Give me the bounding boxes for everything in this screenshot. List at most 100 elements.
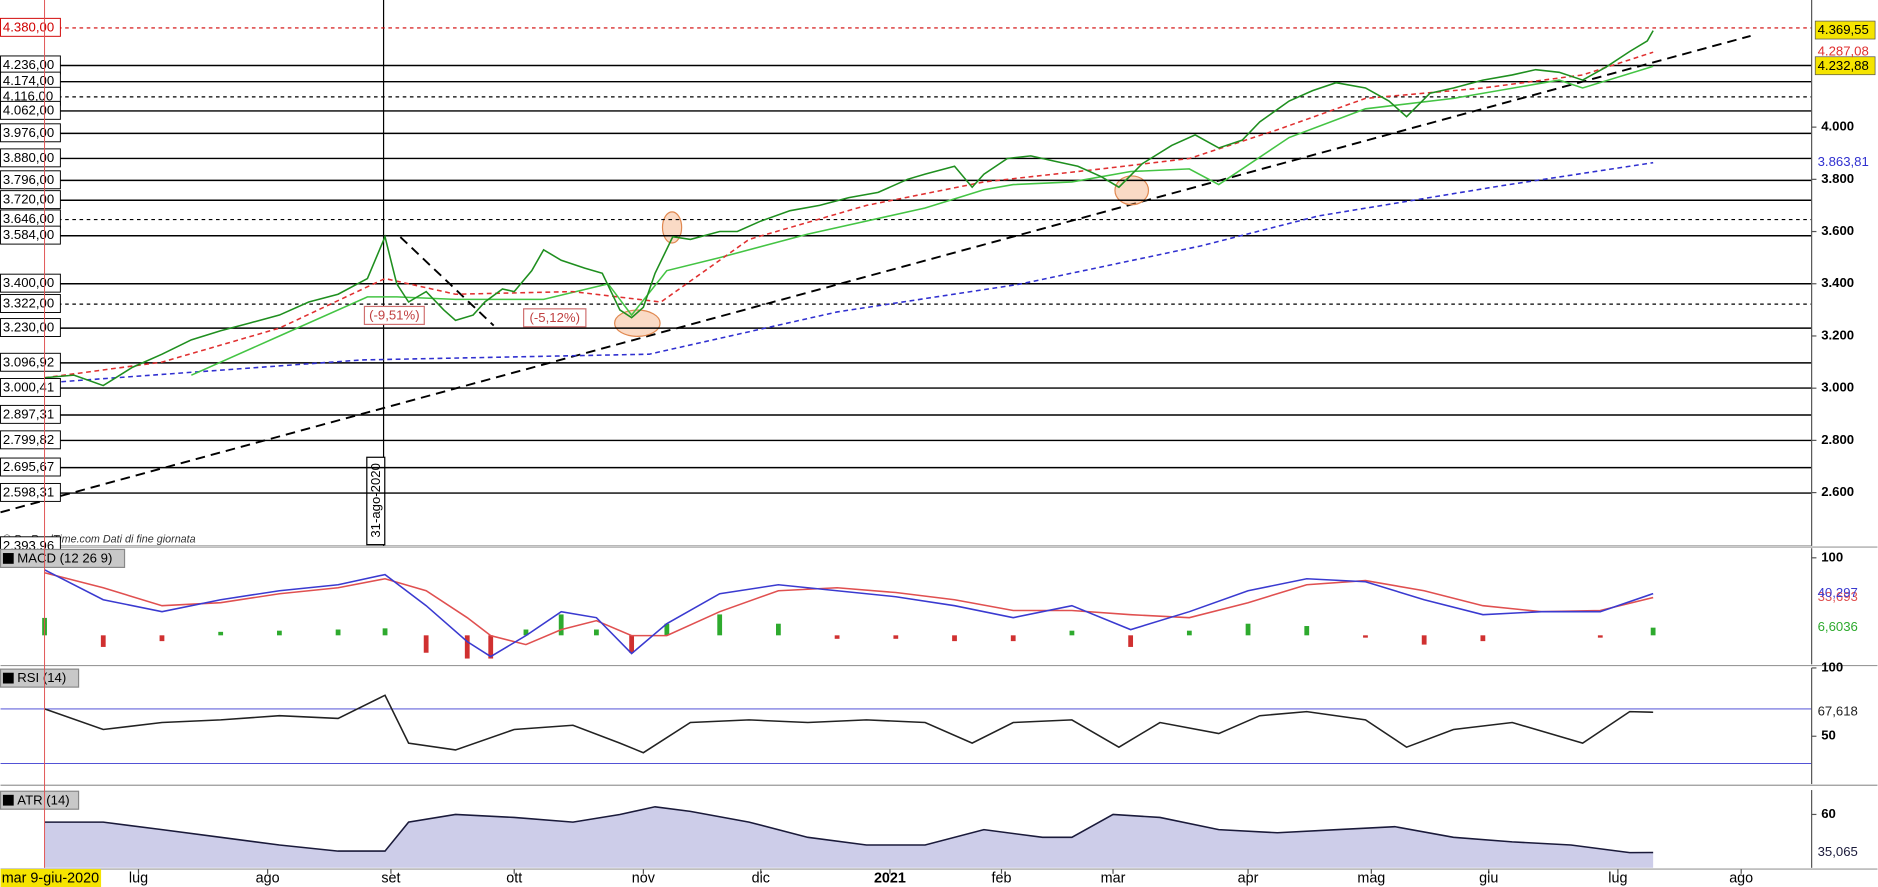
level-label: 3.976,00 [3, 125, 54, 140]
level-label-box [0, 430, 61, 450]
plot [0, 694, 1812, 765]
panel-title: ATR (14) [17, 792, 69, 807]
level-label: 2.799,82 [3, 432, 54, 447]
histogram-bar [1245, 623, 1251, 636]
histogram-bar [423, 635, 429, 653]
level-label-box [0, 17, 61, 37]
histogram-bar [594, 629, 599, 636]
trend-line [399, 236, 495, 327]
panel-title-box [0, 668, 80, 688]
annotation-box [363, 305, 425, 325]
last-value-label: 4.369,55 [1818, 22, 1869, 37]
x-tick-label: lug [1608, 870, 1627, 886]
series-line [44, 30, 1654, 387]
level-label-box [0, 352, 61, 372]
last-value-box [1814, 20, 1876, 40]
panel: 100 50 RSI (14) 67,618 [0, 659, 1878, 786]
level-label-box [0, 378, 61, 397]
last-value-box [1814, 56, 1876, 76]
histogram-bar [523, 629, 529, 636]
histogram-bar [1480, 635, 1486, 642]
histogram-bar [1650, 627, 1656, 636]
annotation: 31-ago-2020 [368, 463, 383, 538]
panel-title-box [0, 548, 126, 568]
level-label: 2.598,31 [3, 485, 54, 500]
histogram-bar [335, 629, 341, 636]
annotation: (-5,12%) [530, 310, 580, 325]
level-label: 3.322,00 [3, 296, 54, 311]
series-line [44, 161, 1654, 384]
panel-title-box [0, 790, 80, 810]
histogram-bar [1186, 630, 1192, 636]
x-tick-label: 2021 [874, 870, 906, 886]
histogram-bar [893, 635, 899, 639]
histogram-bar [1421, 635, 1427, 645]
level-label-box [0, 100, 61, 120]
histogram-bar [276, 630, 282, 636]
x-tick-label: ott [506, 870, 522, 886]
level-label: 2.897,31 [3, 406, 54, 421]
level-label-box [0, 294, 61, 313]
y-tick-label: 3.400 [1821, 275, 1854, 290]
level-label: 3.720,00 [3, 192, 54, 207]
highlight [614, 309, 661, 337]
y-tick-label: 60 [1821, 806, 1836, 821]
x-tick-label: ago [256, 870, 280, 886]
last-value-label: 67,618 [1818, 704, 1858, 719]
level-label-box [0, 190, 61, 210]
level-label: 4.062,00 [3, 102, 54, 117]
last-value-label: 35,065 [1818, 844, 1858, 859]
panel-title-icon [2, 672, 14, 684]
histogram-bar [834, 635, 840, 639]
y-tick-label: 2.800 [1821, 432, 1854, 447]
x-tick-label: giu [1479, 870, 1498, 886]
x-tick-label: ago [1729, 870, 1753, 886]
level-label: 2.695,67 [3, 459, 54, 474]
panel: 60 ATR (14) 35,065 lug ago set ott nov dic 2021 fe… [0, 790, 1878, 886]
last-value-label: 3.863,81 [1818, 154, 1869, 169]
histogram-bar [488, 635, 494, 659]
level-label-box [0, 225, 61, 245]
y-tick-label: 50 [1821, 728, 1836, 743]
histogram-bar [776, 623, 781, 636]
level-label-box [0, 273, 61, 293]
cursor-label-box [0, 869, 102, 887]
annotation: (-9,51%) [369, 307, 419, 322]
x-tick-label: dic [752, 870, 770, 886]
y-tick-label: 4.000 [1821, 119, 1854, 134]
panel-title-icon [2, 794, 14, 806]
y-tick-label: 3.800 [1821, 171, 1854, 186]
histogram-bar [664, 623, 670, 636]
x-tick-label: lug [129, 870, 148, 886]
annotation-box [366, 456, 386, 546]
annotations: (-9,51%) (-5,12%) 31-ago-2020 © ProRealT… [3, 305, 587, 546]
area-fill [44, 806, 1654, 868]
x-tick-label: apr [1238, 870, 1259, 886]
histogram-bar [717, 614, 723, 636]
level-label-box [0, 482, 61, 502]
level-label: 3.000,41 [3, 380, 54, 395]
x-tick-label: mar [1101, 870, 1126, 886]
last-value-label: 4.232,88 [1818, 58, 1869, 73]
level-label-box [0, 123, 61, 143]
level-label: 3.646,00 [3, 211, 54, 226]
level-label: 4.380,00 [3, 19, 54, 34]
histogram-bar [1363, 635, 1368, 638]
y-tick-label: 3.600 [1821, 223, 1854, 238]
histogram-bar [159, 635, 165, 642]
histogram-bar [100, 635, 106, 647]
panel-title: RSI (14) [17, 670, 66, 685]
panel-title-icon [2, 553, 14, 564]
last-value-label: 40,297 [1818, 585, 1858, 600]
x-tick-label: set [381, 870, 400, 886]
level-label: 4.116,00 [3, 88, 53, 103]
level-label-box [0, 170, 61, 190]
series-line [44, 51, 1654, 379]
histogram-bar [1304, 626, 1310, 636]
y-tick-label: 3.000 [1821, 380, 1854, 395]
series-line [44, 569, 1654, 658]
histogram-bar [464, 635, 470, 659]
